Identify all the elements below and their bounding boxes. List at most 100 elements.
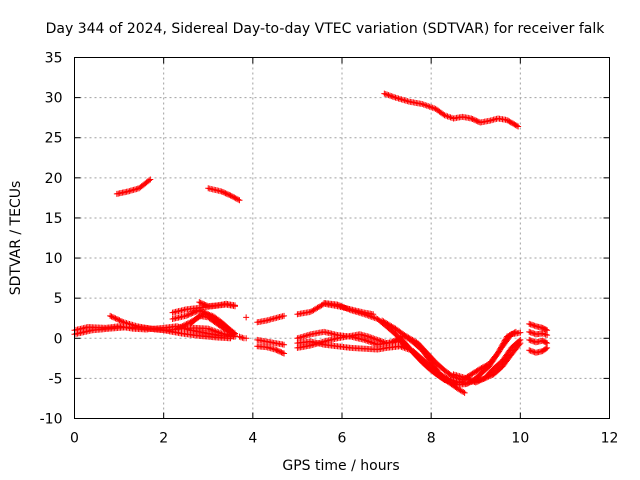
data-point-arc-w: [475, 378, 482, 385]
data-point-arc-h: [196, 299, 203, 306]
data-point-arc-m: [278, 349, 285, 356]
data-point-arc-x: [441, 112, 448, 119]
y-tick-label: 25: [45, 131, 63, 147]
data-point-arc-r: [517, 329, 524, 336]
data-point-arc-j: [223, 190, 230, 197]
data-point-arc-j: [227, 192, 234, 199]
data-point-arc-h: [201, 301, 208, 308]
data-point-arc-r: [371, 314, 378, 321]
data-point-arc-v: [511, 329, 518, 336]
data-point-arc-h: [200, 300, 207, 307]
data-point-arc-u: [443, 377, 450, 384]
data-point-arc-c: [206, 326, 213, 333]
data-point-arc-x: [389, 93, 396, 100]
data-point-arc-v: [510, 330, 517, 337]
data-point-arc-u: [379, 338, 386, 345]
data-point-arc-c: [217, 329, 224, 336]
data-point-arc-u: [371, 335, 378, 342]
data-point-arc-z: [544, 332, 551, 339]
data-point-arc-n: [237, 334, 244, 341]
data-point-arc-u: [370, 335, 377, 342]
data-point-arc-e: [192, 308, 199, 315]
chart-title: Day 344 of 2024, Sidereal Day-to-day VTE…: [46, 21, 606, 37]
data-point-arc-j: [224, 191, 231, 198]
data-point-arc-s: [460, 389, 467, 396]
data-point-arc-u: [367, 334, 374, 341]
data-point-arc-v: [503, 333, 510, 340]
data-point-arc-o: [243, 314, 250, 321]
x-tick-label: 8: [427, 431, 436, 447]
data-point-arc-m: [274, 347, 281, 354]
data-point-arc-x: [391, 94, 398, 101]
data-point-arc-c: [208, 326, 215, 333]
data-point-arc-v: [498, 343, 505, 350]
data-point-arc-x: [473, 117, 480, 124]
y-axis-label: SDTVAR / TECUs: [8, 181, 24, 296]
data-point-arc-v: [512, 328, 519, 335]
data-point-arc-g: [184, 320, 191, 327]
data-point-arc-c: [107, 312, 114, 319]
y-tick-label: -5: [49, 371, 63, 387]
x-tick-label: 2: [159, 431, 168, 447]
data-point-arc-m: [273, 347, 280, 354]
data-point-arc-c: [119, 318, 126, 325]
data-point-arc-r: [368, 313, 375, 320]
data-point-arc-v: [506, 332, 513, 339]
data-point-arc-bb: [542, 345, 549, 352]
data-point-arc-x: [444, 113, 451, 120]
data-point-arc-r: [345, 306, 352, 313]
data-point-arc-g: [182, 321, 189, 328]
data-point-arc-n: [239, 334, 246, 341]
data-point-arc-x: [513, 122, 520, 129]
data-point-arc-r: [341, 304, 348, 311]
data-point-arc-g: [180, 322, 187, 329]
data-points: [71, 90, 551, 396]
data-point-arc-g: [178, 323, 185, 330]
x-tick-label: 12: [601, 431, 619, 447]
data-point-arc-w: [467, 377, 474, 384]
x-tick-labels: 0 2 4 6 8 10 12: [70, 431, 618, 447]
data-point-arc-u: [376, 337, 383, 344]
data-point-arc-x: [447, 114, 454, 121]
data-point-arc-x: [426, 103, 433, 110]
data-point-arc-w: [470, 378, 477, 385]
data-point-arc-m: [279, 349, 286, 356]
data-point-arc-x: [474, 118, 481, 125]
data-point-arc-w: [474, 378, 481, 385]
data-point-arc-e: [189, 310, 196, 317]
data-point-arc-c: [112, 315, 119, 322]
data-point-arc-v: [479, 364, 486, 371]
data-point-arc-c: [212, 328, 219, 335]
data-point-arc-v: [500, 339, 507, 346]
data-point-arc-v: [507, 331, 514, 338]
data-point-arc-v: [495, 349, 502, 356]
data-point-arc-w: [468, 377, 475, 384]
data-point-arc-j: [235, 196, 242, 203]
data-point-arc-f: [230, 331, 237, 338]
data-point-arc-v: [498, 344, 505, 351]
data-point-arc-m: [272, 346, 279, 353]
data-point-arc-m: [281, 350, 288, 357]
data-point-arc-c: [215, 329, 222, 336]
data-point-arc-x: [420, 101, 427, 108]
y-tick-labels: -10 -5 0 5 10 15 20 25 30 35: [40, 51, 63, 428]
y-tick-label: 30: [45, 91, 63, 107]
data-point-arc-e: [196, 307, 203, 314]
data-point-arc-x: [425, 103, 432, 110]
data-point-arc-c: [113, 316, 120, 323]
data-point-arc-v: [481, 363, 488, 370]
data-point-arc-v: [449, 372, 456, 379]
data-point-arc-e: [188, 310, 195, 317]
data-point-arc-e: [186, 311, 193, 318]
data-point-arc-c: [109, 314, 116, 321]
data-point-arc-r: [367, 313, 374, 320]
data-point-arc-x: [388, 93, 395, 100]
data-point-arc-z: [542, 331, 549, 338]
data-point-arc-r: [338, 303, 345, 310]
data-point-arc-aa: [542, 339, 549, 346]
data-point-arc-x: [422, 102, 429, 109]
y-tick-label: 10: [45, 251, 63, 267]
data-point-arc-x: [381, 90, 388, 97]
data-point-arc-g: [227, 327, 234, 334]
data-point-arc-x: [386, 92, 393, 99]
